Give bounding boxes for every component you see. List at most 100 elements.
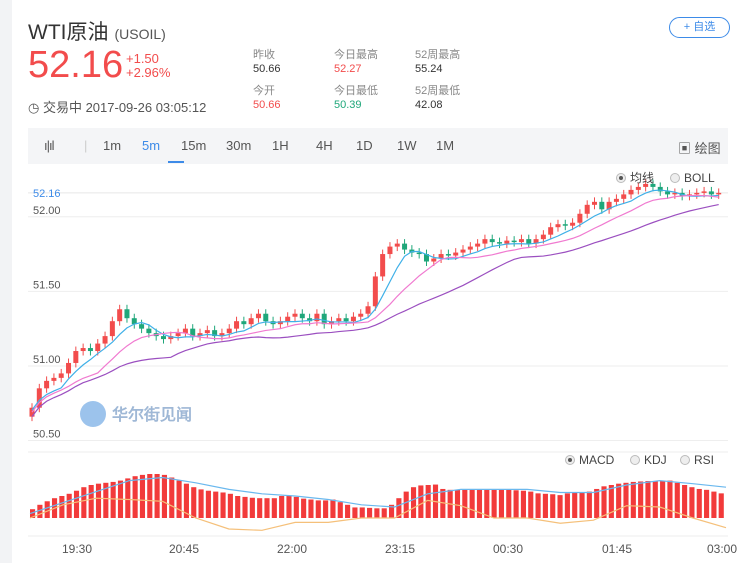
period-tab-30m[interactable]: 30m <box>226 138 252 153</box>
indicator-legend-option[interactable]: RSI <box>694 453 714 467</box>
macd-bar <box>293 496 299 518</box>
clock-icon: ◷ <box>28 100 40 115</box>
period-tab-1W[interactable]: 1W <box>397 138 417 153</box>
candle <box>255 313 261 319</box>
macd-bar <box>315 500 321 518</box>
macd-bar <box>198 489 204 518</box>
draw-icon: ▣ <box>678 141 692 156</box>
macd-bar <box>689 487 695 518</box>
macd-bar <box>696 488 702 518</box>
ma5-line <box>31 189 719 411</box>
macd-bar <box>279 496 285 518</box>
indicator-legend-option[interactable]: MACD <box>579 453 615 467</box>
candle <box>716 192 722 195</box>
macd-bar <box>103 482 109 518</box>
macd-bar <box>191 487 197 518</box>
macd-bar <box>330 499 336 518</box>
macd-bar <box>37 504 43 518</box>
stat-label: 52周最低 <box>415 85 461 97</box>
ma-legend-radio[interactable] <box>670 173 680 183</box>
ma-legend-option[interactable]: 均线 <box>630 171 654 185</box>
price-chart[interactable]: 52.00 51.50 51.00 50.50 52.16 华尔街见闻 均线 BOLL MACD… <box>0 164 744 563</box>
candle <box>599 201 605 210</box>
x-tick-label: 01:45 <box>602 542 632 556</box>
period-tab-5m[interactable]: 5m <box>142 138 161 153</box>
candle <box>168 336 174 340</box>
indicator-legend-radio[interactable] <box>630 455 640 465</box>
active-tab-underline <box>168 161 184 163</box>
stat-item: 昨收 50.66 <box>253 48 281 76</box>
y-tick-label: 51.00 <box>33 354 61 366</box>
macd-bar <box>520 490 526 518</box>
candle <box>234 321 240 329</box>
macd-bar <box>645 481 651 518</box>
candle <box>621 194 627 199</box>
indicator-legend-radio[interactable] <box>680 455 690 465</box>
ma-legend-option[interactable]: BOLL <box>684 171 715 185</box>
candle <box>613 198 619 202</box>
macd-bar <box>235 496 241 518</box>
candle <box>518 239 524 243</box>
candle <box>248 318 254 325</box>
macd-bar <box>476 489 483 518</box>
candlestick-type-icon[interactable]: ı|ıl <box>44 138 54 153</box>
stat-value: 42.08 <box>415 99 443 111</box>
period-tab-1H[interactable]: 1H <box>272 138 289 153</box>
candle <box>672 192 678 195</box>
candle <box>643 183 649 187</box>
candle <box>299 313 305 319</box>
macd-bar <box>220 492 226 518</box>
candle <box>226 328 232 334</box>
candle <box>358 313 364 317</box>
draw-label: 绘图 <box>694 141 721 156</box>
candle <box>197 333 203 337</box>
macd-bar <box>667 480 673 518</box>
stat-label: 52周最高 <box>415 49 461 61</box>
macd-bar <box>205 490 211 518</box>
macd-bar <box>682 485 688 518</box>
draw-button[interactable]: ▣ 绘图 <box>678 138 721 157</box>
indicator-legend-option[interactable]: KDJ <box>644 453 667 467</box>
candle <box>592 201 598 205</box>
stat-label: 昨收 <box>253 49 275 61</box>
macd-bar <box>286 496 292 518</box>
stat-label: 今开 <box>253 85 275 97</box>
macd-bar <box>132 476 138 518</box>
candle <box>292 313 298 317</box>
macd-bar <box>652 481 658 518</box>
macd-bar <box>30 509 36 518</box>
period-tab-4H[interactable]: 4H <box>316 138 333 153</box>
macd-bar <box>630 481 636 518</box>
candle <box>445 254 451 256</box>
macd-bar <box>513 490 519 518</box>
add-watchlist-button[interactable]: + 自选 <box>669 17 730 38</box>
period-tab-1m[interactable]: 1m <box>103 138 122 153</box>
period-toolbar: ı|ıl | 1m 5m 15m 30m 1H 4H 1D 1W 1M ▣ 绘图 <box>28 128 728 164</box>
macd-bar <box>469 489 475 518</box>
candle <box>44 380 50 389</box>
macd-bar <box>154 474 160 518</box>
macd-bar <box>454 489 461 518</box>
indicator-legend-radio-dot <box>568 458 572 462</box>
candle <box>350 316 356 322</box>
candle <box>394 243 400 247</box>
macd-bar <box>249 497 255 518</box>
macd-bar <box>337 502 343 518</box>
x-tick-label: 19:30 <box>62 542 92 556</box>
candle <box>467 246 473 250</box>
macd-bar <box>484 489 490 518</box>
candle <box>212 330 218 337</box>
candle <box>489 239 495 243</box>
macd-bar <box>323 500 329 518</box>
macd-bar <box>242 496 248 518</box>
x-tick-label: 00:30 <box>493 542 523 556</box>
candle <box>102 336 108 344</box>
candle <box>204 330 210 334</box>
period-tab-15m[interactable]: 15m <box>181 138 207 153</box>
candle <box>431 258 437 262</box>
period-tab-1D[interactable]: 1D <box>356 138 373 153</box>
period-tab-1M[interactable]: 1M <box>436 138 455 153</box>
macd-bar <box>169 477 175 518</box>
stat-item: 52周最高 55.24 <box>415 48 460 76</box>
macd-bar <box>623 482 629 518</box>
